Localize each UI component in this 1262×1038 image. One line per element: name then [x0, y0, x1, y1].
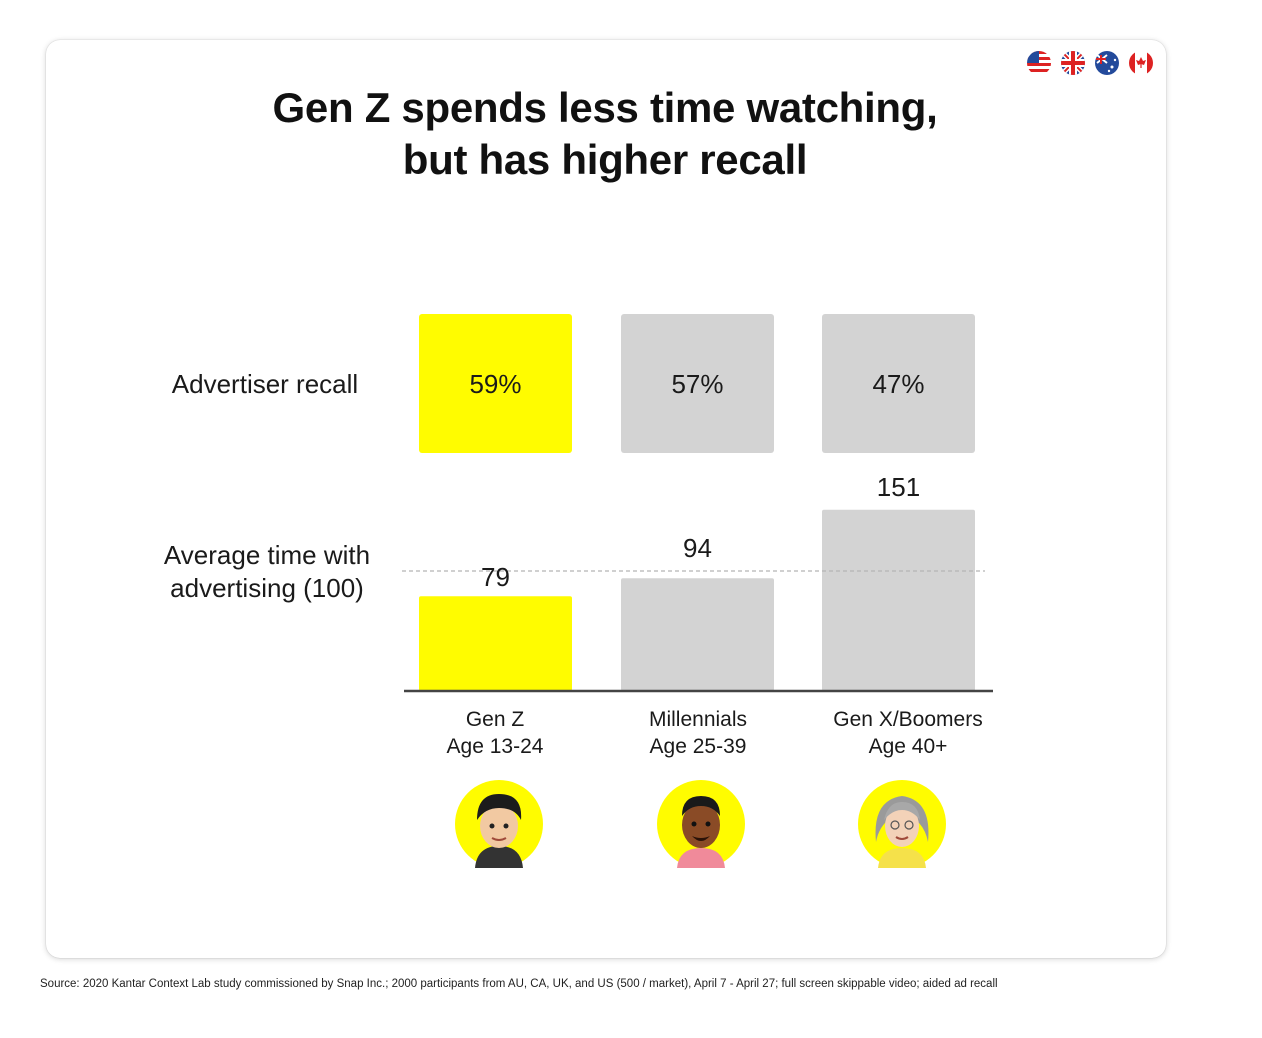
category-label-millennials: Millennials Age 25-39	[598, 706, 798, 760]
time-value-label: 151	[877, 472, 920, 502]
gen-z-avatar-icon	[455, 780, 543, 868]
country-flags	[1027, 51, 1153, 75]
row-label-time-line-2: advertising (100)	[170, 573, 364, 603]
category-name: Gen X/Boomers	[833, 708, 983, 731]
category-name: Gen Z	[465, 708, 525, 731]
category-label-gen-z: Gen Z Age 13-24	[395, 706, 595, 760]
time-bar	[621, 578, 774, 691]
canada-flag-icon	[1129, 51, 1153, 75]
category-age: Age 25-39	[649, 735, 747, 758]
uk-flag-icon	[1061, 51, 1085, 75]
time-bar	[419, 596, 572, 691]
row-label-time: Average time with advertising (100)	[140, 539, 394, 605]
recall-box	[822, 314, 975, 453]
australia-flag-icon	[1095, 51, 1119, 75]
chart-title: Gen Z spends less time watching, but has…	[0, 82, 1210, 186]
time-bar	[822, 509, 975, 691]
millennial-avatar-icon	[657, 780, 745, 868]
recall-box	[419, 314, 572, 453]
recall-value-label: 59%	[469, 369, 521, 399]
title-line-2: but has higher recall	[402, 136, 808, 183]
category-label-gen-x-boomers: Gen X/Boomers Age 40+	[808, 706, 1008, 760]
category-age: Age 13-24	[446, 735, 544, 758]
recall-value-label: 57%	[671, 369, 723, 399]
category-age: Age 40+	[868, 735, 948, 758]
time-value-label: 79	[481, 562, 510, 592]
title-line-1: Gen Z spends less time watching,	[272, 84, 938, 131]
chart-card	[46, 40, 1166, 958]
category-name: Millennials	[648, 708, 748, 731]
recall-box	[621, 314, 774, 453]
row-label-recall: Advertiser recall	[171, 369, 359, 399]
time-value-label: 94	[683, 533, 712, 563]
boomer-avatar-icon	[858, 780, 946, 868]
recall-value-label: 47%	[872, 369, 924, 399]
row-label-time-line-1: Average time with	[163, 540, 371, 570]
source-note: Source: 2020 Kantar Context Lab study co…	[40, 978, 998, 990]
